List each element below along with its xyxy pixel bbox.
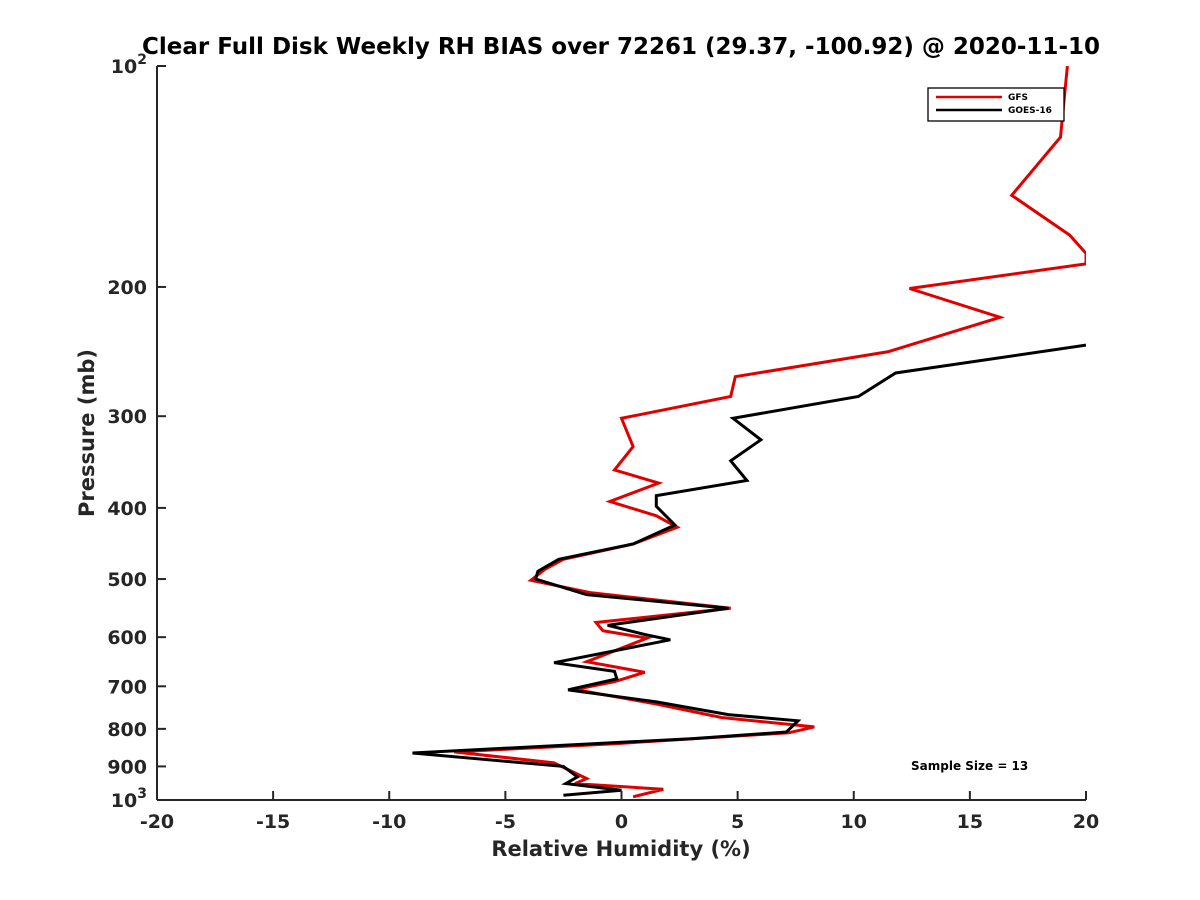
series-line-goes-16 <box>412 343 1086 797</box>
x-tick-label: 5 <box>731 811 744 833</box>
legend-label-goes-16: GOES-16 <box>1008 106 1052 116</box>
plot-area: -20 -15 -10 -5 0 5 10 15 20 102 200 300 400 500 600 70… <box>107 52 1099 833</box>
x-tick-label: 0 <box>615 811 628 833</box>
sample-size-annotation: Sample Size = 13 <box>911 759 1028 773</box>
x-tick-label: -10 <box>372 811 406 833</box>
x-tick-label: -20 <box>140 811 174 833</box>
x-axis-label: Relative Humidity (%) <box>491 837 750 861</box>
y-tick-label: 800 <box>107 719 147 741</box>
chart-title: Clear Full Disk Weekly RH BIAS over 7226… <box>142 34 1100 60</box>
y-tick-label: 200 <box>107 277 147 299</box>
x-tick-label: -15 <box>256 811 290 833</box>
x-tick-labels: -20 -15 -10 -5 0 5 10 15 20 <box>140 811 1099 833</box>
legend-box <box>927 87 1065 122</box>
y-tick-labels: 102 200 300 400 500 600 700 800 900 103 <box>107 52 147 812</box>
legend: GFS GOES-16 <box>927 87 1065 122</box>
y-tick-label: 500 <box>107 569 147 591</box>
series-line-gfs <box>454 66 1086 799</box>
x-tick-label: -5 <box>495 811 516 833</box>
legend-label-gfs: GFS <box>1008 93 1028 103</box>
x-tick-label: 20 <box>1073 811 1099 833</box>
y-tick-label: 900 <box>107 756 147 778</box>
x-tick-label: 10 <box>841 811 867 833</box>
y-tick-label: 102 <box>111 52 147 78</box>
y-tick-label: 103 <box>111 786 147 812</box>
axes <box>156 65 1087 801</box>
y-tick-label: 300 <box>107 406 147 428</box>
series-layer <box>412 66 1086 799</box>
x-tick-label: 15 <box>957 811 983 833</box>
y-tick-label: 400 <box>107 498 147 520</box>
y-tick-label: 700 <box>107 676 147 698</box>
y-tick-label: 600 <box>107 627 147 649</box>
y-axis-label: Pressure (mb) <box>75 349 99 517</box>
